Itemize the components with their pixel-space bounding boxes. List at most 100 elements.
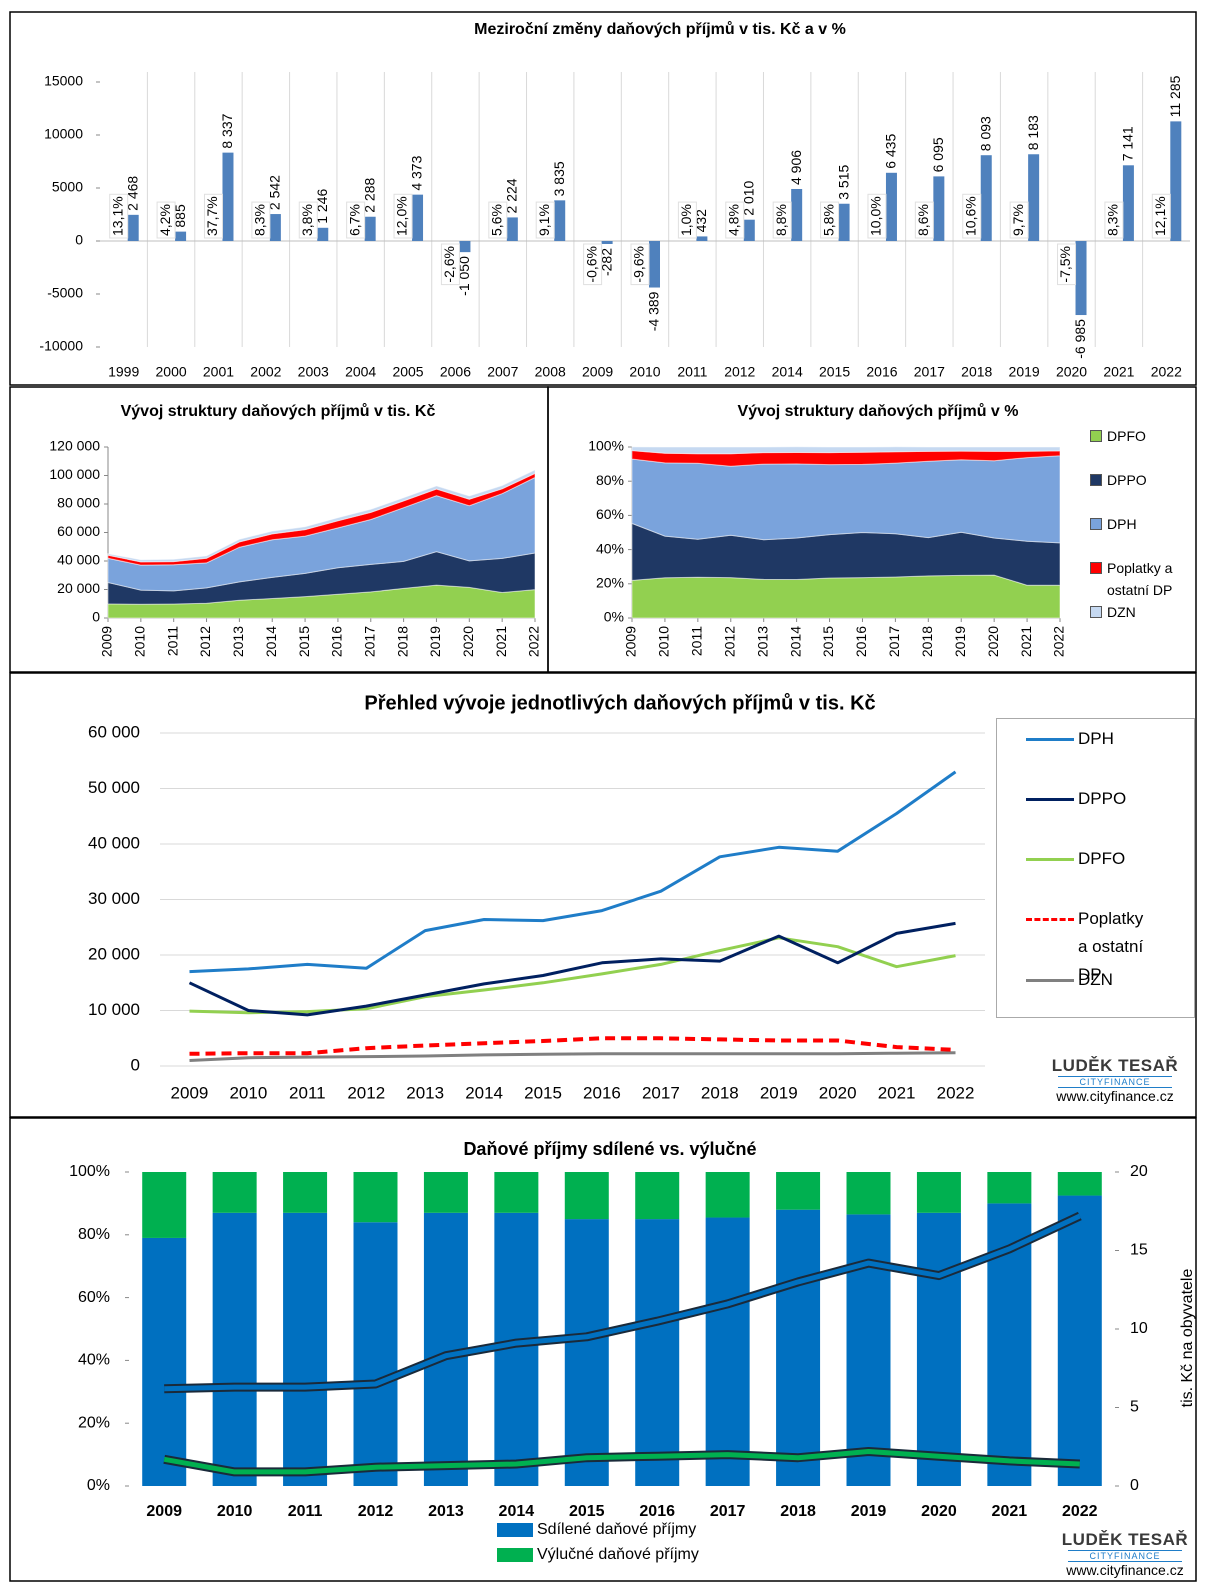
x-tick-label: 2022 (1051, 626, 1067, 657)
label-box (410, 155, 427, 191)
x-tick-label: 2021 (493, 626, 509, 657)
label-box (1151, 193, 1171, 239)
legend-swatch (1026, 979, 1074, 982)
legend-label: DZN (1107, 604, 1136, 620)
bar (506, 217, 518, 241)
value-label: 1 246 (314, 189, 330, 224)
percent-label: 8,3% (252, 204, 268, 236)
label-box (789, 149, 806, 185)
percent-label: 5,6% (489, 204, 505, 236)
legend-swatch (1026, 858, 1074, 861)
label-box (267, 175, 284, 211)
x-tick-label: 2014 (787, 626, 803, 657)
y-tick-label: 10000 (44, 126, 83, 142)
x-tick-label: 1999 (108, 364, 139, 380)
value-label: -6 985 (1072, 319, 1088, 359)
value-label: 2 542 (267, 175, 283, 210)
legend-swatch (497, 1548, 533, 1562)
x-tick-label: 2015 (820, 626, 836, 657)
y-tick-label: 40% (596, 540, 624, 556)
legend-item: Výlučné daňové příjmy (497, 1545, 699, 1565)
value-label: 2 468 (124, 176, 140, 211)
x-tick-label: 2019 (760, 1083, 798, 1102)
line (189, 1036, 956, 1056)
y-tick-label: 0 (131, 1055, 140, 1074)
line (164, 1213, 1081, 1392)
bar (705, 1172, 750, 1218)
bar (838, 203, 850, 241)
percent-label: -0,6% (583, 246, 599, 283)
x-tick-label: 2019 (1009, 364, 1040, 380)
y-tick-label: 60 000 (88, 722, 140, 741)
bar (696, 236, 708, 241)
y-tick-label: -10000 (39, 338, 83, 354)
bar (212, 1212, 257, 1486)
x-tick-label: 2012 (724, 364, 755, 380)
y2-tick-label: 15 (1130, 1242, 1148, 1259)
value-label: 4 906 (788, 150, 804, 185)
bar (175, 231, 187, 241)
bar (564, 1219, 609, 1486)
bar (776, 1172, 821, 1210)
bar (635, 1172, 680, 1220)
bar (1057, 1195, 1102, 1486)
bar (364, 216, 376, 241)
value-label: 432 (693, 209, 709, 233)
legend-label: DPPO (1107, 472, 1147, 488)
x-tick-label: 2011 (288, 1503, 323, 1520)
x-tick-label: 2011 (289, 1083, 326, 1102)
y-tick-label: 40 000 (57, 552, 100, 568)
percent-label: 5,8% (820, 204, 836, 236)
percent-label: 3,8% (299, 204, 315, 236)
percent-label: 37,7% (204, 196, 220, 236)
bar (564, 1172, 609, 1220)
bar (916, 1172, 961, 1213)
legend-label: DZN (1078, 970, 1113, 989)
bar (846, 1214, 891, 1486)
x-tick-label: 2008 (535, 364, 566, 380)
label-box (298, 201, 318, 239)
y-tick-label: 0% (604, 609, 624, 625)
bar (635, 1219, 680, 1486)
x-tick-label: 2013 (754, 626, 770, 657)
x-tick-label: 2010 (132, 626, 148, 657)
label-box (346, 201, 366, 239)
x-tick-label: 2015 (819, 364, 850, 380)
label-box (962, 193, 982, 239)
percent-label: 12,1% (1152, 196, 1168, 236)
label-box (440, 243, 460, 286)
label-box (1120, 126, 1137, 162)
y-tick-label: 80% (78, 1226, 110, 1243)
x-tick-label: 2007 (487, 364, 518, 380)
value-label: 2 010 (740, 180, 756, 215)
x-tick-label: 2016 (853, 626, 869, 657)
value-label: 7 141 (1120, 126, 1136, 161)
x-tick-label: 2017 (914, 364, 945, 380)
label-box (647, 291, 663, 332)
bar (846, 1172, 891, 1215)
bar (649, 241, 660, 288)
chart-title: Vývoj struktury daňových příjmů v tis. K… (121, 403, 436, 420)
y-tick-label: 20% (78, 1414, 110, 1431)
label-box (1168, 75, 1185, 118)
area (631, 455, 1061, 544)
x-tick-label: 2020 (819, 1083, 857, 1102)
panel-border (9, 11, 1197, 386)
x-tick-label: 2017 (361, 626, 377, 657)
percent-label: 9,1% (536, 204, 552, 236)
percent-label: 9,7% (1010, 204, 1026, 236)
legend-box (996, 718, 1195, 1018)
x-tick-label: 2017 (886, 626, 902, 657)
value-label: 3 835 (551, 161, 567, 196)
panel-border (9, 1117, 1197, 1582)
value-label: 3 515 (835, 164, 851, 199)
legend-item: Poplatky a ostatní DP (1090, 557, 1198, 601)
y-tick-label: 80% (596, 472, 624, 488)
bar (1075, 241, 1087, 316)
legend-item: DPH (1026, 725, 1156, 753)
legend-label: DPPO (1078, 789, 1127, 808)
legend-swatch (1026, 918, 1074, 921)
x-tick-label: 2016 (329, 626, 345, 657)
label-box (867, 193, 887, 239)
